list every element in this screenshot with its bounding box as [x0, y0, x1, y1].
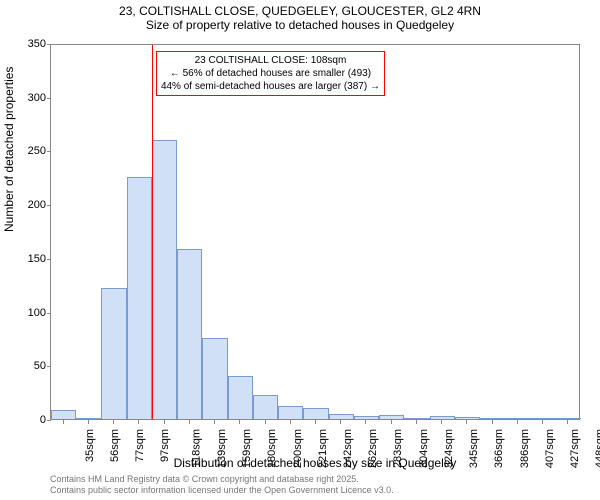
- x-tick-mark: [365, 420, 366, 424]
- histogram-bars: [51, 45, 579, 419]
- property-size-chart: 23, COLTISHALL CLOSE, QUEDGELEY, GLOUCES…: [0, 0, 600, 500]
- attribution-line1: Contains HM Land Registry data © Crown c…: [50, 474, 394, 485]
- x-tick-label: 448sqm: [595, 429, 600, 468]
- x-tick-mark: [239, 420, 240, 424]
- attribution-line2: Contains public sector information licen…: [50, 485, 394, 496]
- x-tick-mark: [164, 420, 165, 424]
- x-tick-mark: [391, 420, 392, 424]
- x-tick-mark: [138, 420, 139, 424]
- attribution-text: Contains HM Land Registry data © Crown c…: [50, 474, 394, 496]
- x-tick-mark: [567, 420, 568, 424]
- x-tick-mark: [416, 420, 417, 424]
- histogram-bar: [177, 249, 202, 419]
- x-tick-mark: [290, 420, 291, 424]
- y-axis-label: Number of detached properties: [2, 67, 16, 232]
- y-tick-label: 50: [34, 360, 46, 372]
- annotation-line2: ← 56% of detached houses are smaller (49…: [161, 67, 380, 80]
- x-axis-label: Distribution of detached houses by size …: [50, 456, 580, 470]
- x-tick-mark: [441, 420, 442, 424]
- histogram-bar: [76, 418, 101, 419]
- histogram-bar: [354, 416, 379, 419]
- chart-title-line2: Size of property relative to detached ho…: [0, 18, 600, 32]
- histogram-bar: [379, 415, 404, 419]
- histogram-bar: [505, 418, 530, 419]
- histogram-bar: [228, 376, 253, 419]
- histogram-bar: [455, 417, 480, 419]
- y-tick-label: 0: [40, 414, 46, 426]
- y-tick-label: 350: [28, 38, 46, 50]
- histogram-bar: [303, 408, 328, 419]
- histogram-bar: [202, 338, 227, 419]
- histogram-bar: [404, 418, 429, 419]
- histogram-bar: [556, 418, 581, 419]
- histogram-bar: [253, 395, 278, 419]
- histogram-bar: [152, 140, 177, 419]
- annotation-line3: 44% of semi-detached houses are larger (…: [161, 80, 380, 93]
- x-tick-mark: [214, 420, 215, 424]
- x-tick-mark: [113, 420, 114, 424]
- histogram-bar: [278, 406, 303, 419]
- property-marker-line: [152, 45, 153, 419]
- x-tick-mark: [492, 420, 493, 424]
- x-tick-mark: [315, 420, 316, 424]
- y-tick-label: 150: [28, 253, 46, 265]
- y-tick-mark: [47, 420, 51, 421]
- histogram-bar: [101, 288, 126, 419]
- y-tick-label: 300: [28, 92, 46, 104]
- x-tick-mark: [63, 420, 64, 424]
- x-tick-mark: [88, 420, 89, 424]
- x-tick-mark: [189, 420, 190, 424]
- x-tick-mark: [265, 420, 266, 424]
- chart-title-line1: 23, COLTISHALL CLOSE, QUEDGELEY, GLOUCES…: [0, 4, 600, 18]
- y-tick-label: 200: [28, 199, 46, 211]
- histogram-bar: [430, 416, 455, 419]
- histogram-bar: [329, 414, 354, 419]
- histogram-bar: [127, 177, 152, 419]
- y-tick-label: 100: [28, 307, 46, 319]
- histogram-bar: [480, 418, 505, 419]
- histogram-bar: [531, 418, 556, 419]
- histogram-bar: [51, 410, 76, 419]
- plot-area: 23 COLTISHALL CLOSE: 108sqm ← 56% of det…: [50, 44, 580, 420]
- x-tick-mark: [517, 420, 518, 424]
- x-tick-mark: [542, 420, 543, 424]
- chart-titles: 23, COLTISHALL CLOSE, QUEDGELEY, GLOUCES…: [0, 4, 600, 32]
- y-tick-label: 250: [28, 145, 46, 157]
- annotation-line1: 23 COLTISHALL CLOSE: 108sqm: [161, 54, 380, 67]
- x-tick-mark: [466, 420, 467, 424]
- annotation-callout: 23 COLTISHALL CLOSE: 108sqm ← 56% of det…: [156, 51, 385, 96]
- x-tick-mark: [340, 420, 341, 424]
